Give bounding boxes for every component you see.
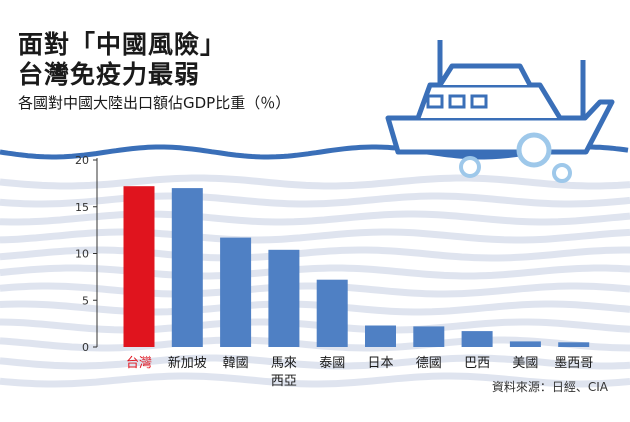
x-tick-label: 西亞	[271, 374, 297, 389]
bar	[268, 249, 300, 347]
ship-icon	[385, 40, 615, 155]
y-tick-label: 10	[75, 248, 89, 261]
y-tick-label: 20	[75, 154, 89, 167]
bar	[316, 279, 348, 347]
bar	[123, 186, 155, 347]
x-tick-label: 馬來	[271, 356, 297, 371]
source-note: 資料來源：日經、CIA	[491, 380, 608, 394]
bars	[123, 186, 590, 347]
x-tick-label: 巴西	[464, 356, 490, 371]
x-tick-label: 韓國	[223, 356, 249, 371]
bar	[558, 342, 590, 347]
bar	[461, 331, 493, 347]
chart-title-line-1: 面對「中國風險」	[18, 30, 227, 59]
y-axis: 0 5 10 15 20	[75, 154, 98, 354]
y-tick-label: 5	[82, 294, 89, 307]
chart-title-line-2: 台灣免疫力最弱	[18, 60, 201, 89]
bar	[171, 188, 203, 347]
x-tick-label: 日本	[367, 356, 393, 371]
wave-stripe	[0, 336, 630, 352]
wave-stripe	[0, 372, 630, 388]
x-tick-label: 台灣	[126, 356, 152, 371]
wave-stripe	[0, 264, 630, 280]
wave-stripe	[0, 282, 630, 298]
background-wave-stripes	[0, 174, 630, 388]
y-tick-label: 0	[82, 341, 89, 354]
bar	[509, 341, 541, 347]
x-tick-label: 墨西哥	[554, 356, 593, 371]
x-tick-label: 新加坡	[168, 355, 207, 371]
wave-stripe	[0, 246, 630, 262]
wave-stripe	[0, 318, 630, 334]
wave-stripe	[0, 228, 630, 244]
x-tick-label: 美國	[512, 356, 538, 371]
chart-subtitle: 各國對中國大陸出口額佔GDP比重（％）	[18, 94, 291, 112]
bar	[365, 325, 396, 347]
title-block: 面對「中國風險」 台灣免疫力最弱 各國對中國大陸出口額佔GDP比重（％）	[18, 30, 290, 114]
bubbles-icon	[459, 132, 572, 183]
wave-stripe	[0, 174, 630, 190]
wave-stripe	[0, 192, 630, 208]
x-tick-label: 德國	[416, 356, 442, 371]
bar	[220, 237, 252, 347]
y-tick-label: 15	[75, 201, 89, 214]
wave-stripe	[0, 210, 630, 226]
wave-stripe	[0, 300, 630, 316]
bar	[413, 326, 445, 347]
wave-stripe	[0, 354, 630, 370]
x-tick-label: 泰國	[319, 356, 345, 371]
